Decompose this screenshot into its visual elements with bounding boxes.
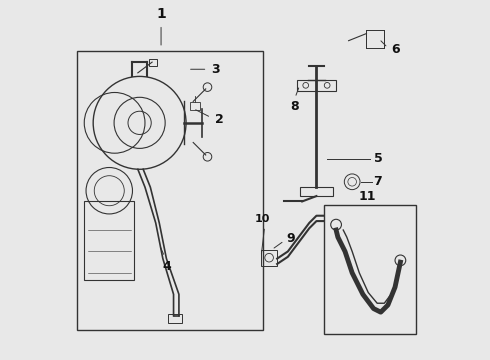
Text: 3: 3 (211, 63, 220, 76)
Text: 6: 6 (392, 43, 400, 56)
Bar (148, 59, 157, 66)
Text: 7: 7 (373, 175, 382, 188)
Text: 2: 2 (215, 113, 223, 126)
Text: 11: 11 (359, 190, 376, 203)
Text: 9: 9 (286, 233, 294, 246)
Bar (77, 51, 263, 330)
Bar (261, 249, 277, 266)
Bar (297, 80, 336, 91)
Bar (323, 205, 416, 334)
Bar (168, 314, 182, 323)
Text: 1: 1 (156, 7, 166, 21)
Bar (300, 187, 333, 196)
Text: 10: 10 (254, 213, 270, 224)
Bar (84, 202, 134, 280)
Bar (190, 103, 200, 111)
Text: 4: 4 (162, 260, 171, 273)
Text: 5: 5 (373, 152, 382, 165)
Bar (367, 30, 384, 48)
Text: 8: 8 (290, 100, 298, 113)
